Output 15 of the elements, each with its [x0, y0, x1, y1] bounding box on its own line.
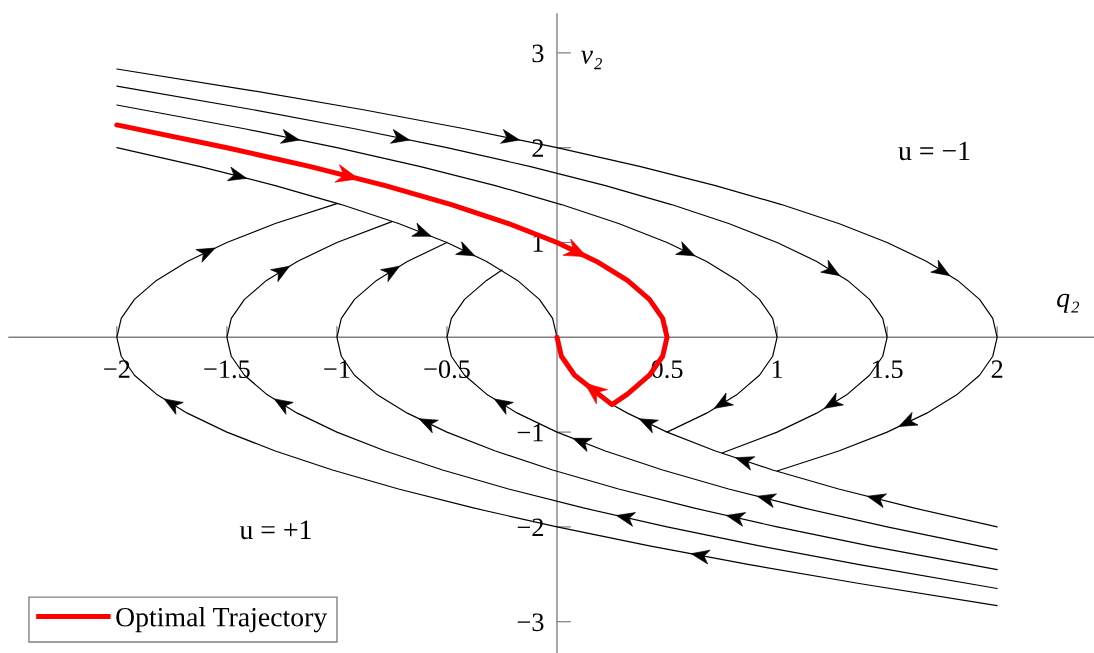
y-tick-label: 2 — [532, 139, 544, 157]
x-tick-label: 1.5 — [872, 360, 903, 379]
x-tick-label: −2 — [104, 360, 130, 378]
x-tick-label: 2 — [991, 360, 1003, 378]
x-axis-title: q₂ — [1057, 293, 1080, 313]
y-tick-label: −2 — [517, 518, 544, 537]
y-tick-label: −3 — [517, 613, 544, 632]
annotation: u = +1 — [239, 520, 311, 540]
y-tick-label: −1 — [517, 423, 543, 442]
x-tick-label: 1 — [772, 360, 783, 378]
x-tick-label: −1 — [324, 360, 350, 378]
annotation: u = −1 — [898, 141, 970, 161]
legend-label: Optimal Trajectory — [116, 607, 328, 633]
y-tick-label: 3 — [532, 44, 544, 63]
y-axis-title: v₂ — [581, 50, 602, 70]
